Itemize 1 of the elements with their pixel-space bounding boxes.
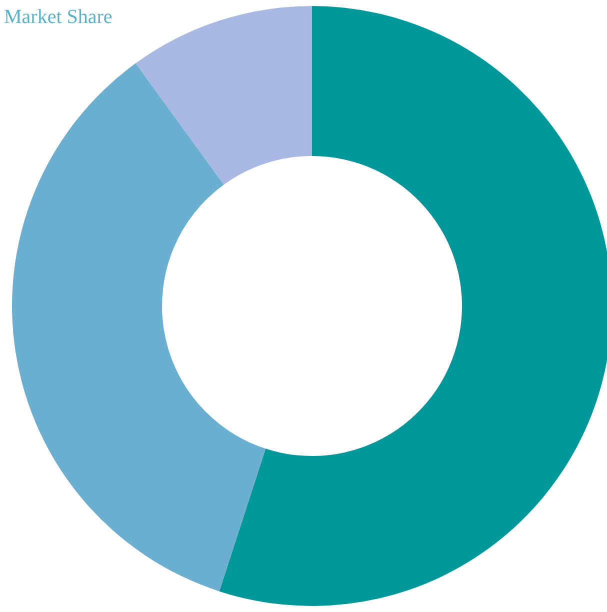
chart-title: Market Share bbox=[4, 6, 112, 29]
